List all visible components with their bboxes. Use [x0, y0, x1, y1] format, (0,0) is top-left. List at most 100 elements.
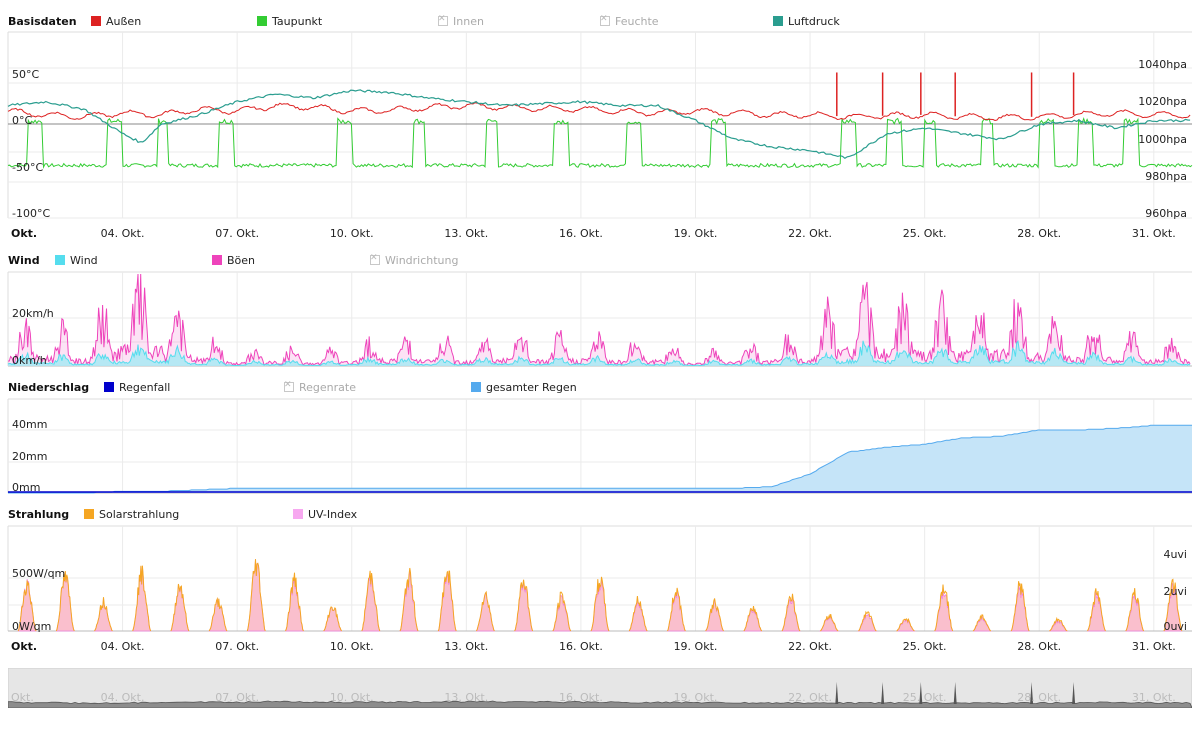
x-tick-label: 16. Okt. [559, 640, 603, 653]
series-gesamter-regen-area [8, 425, 1192, 493]
uv-index-day-area [170, 584, 190, 632]
legend-niederschlag: Niederschlag Regenfall Regenrate gesamte… [8, 379, 1192, 395]
solarstrahlung-day-line [896, 617, 915, 632]
x-tick-label: 22. Okt. [788, 227, 832, 240]
navigator-tick-label: 10. Okt. [330, 691, 374, 704]
solarstrahlung-day-line [285, 572, 304, 632]
series-wind-line [7, 340, 1191, 367]
solarstrahlung-day-line [514, 579, 534, 632]
legend-item-aussen[interactable]: Außen [91, 15, 141, 28]
basis-left-tick-0: 0°C [12, 114, 32, 127]
solarstrahlung-day-line [246, 559, 266, 632]
series-gesamter-regen-line [8, 424, 1192, 494]
solarstrahlung-day-line [1010, 581, 1030, 632]
navigator-tick-label: 04. Okt. [101, 691, 145, 704]
navigator-tick-label: 28. Okt. [1017, 691, 1061, 704]
basis-left-tick-minus50: -50°C [12, 161, 43, 174]
rain-left-tick-0: 0mm [12, 481, 40, 494]
legend-item-taupunkt[interactable]: Taupunkt [257, 15, 322, 28]
solarstrahlung-day-line [590, 576, 610, 632]
swatch-regenrate [284, 380, 294, 392]
uv-index-day-area [934, 588, 954, 632]
x-tick-labels: 04. Okt. 07. Okt. 10. Okt. 13. Okt. 16. Okt.… [101, 227, 1176, 653]
solarstrahlung-day-line [361, 570, 381, 632]
swatch-innen [438, 14, 448, 26]
legend-item-regenfall[interactable]: Regenfall [104, 381, 170, 394]
navigator-spike [953, 682, 957, 704]
series-wind-area [8, 340, 1191, 366]
basis-left-tick-50: 50°C [12, 68, 39, 81]
legend-label: gesamter Regen [486, 380, 577, 394]
x-first-label-top: Okt. [11, 227, 37, 240]
series-taupunkt-line [7, 117, 1193, 170]
swatch-aussen [91, 16, 101, 26]
x-tick-label: 19. Okt. [674, 227, 718, 240]
legend-item-regenrate[interactable]: Regenrate [284, 380, 356, 394]
legend-label: UV-Index [308, 507, 358, 521]
sun-right-tick-2: 2uvi [1163, 585, 1187, 598]
legend-label: Luftdruck [788, 14, 840, 28]
uv-index-day-area [284, 575, 305, 632]
basis-right-tick-980: 980hpa [1145, 170, 1187, 183]
solarstrahlung-day-line [55, 570, 75, 632]
x-tick-label: 31. Okt. [1132, 227, 1176, 240]
solarstrahlung-day-line [94, 597, 113, 632]
sun-right-tick-0: 0uvi [1163, 620, 1187, 633]
swatch-feuchte [600, 14, 610, 26]
navigator-spike [881, 682, 885, 704]
navigator-tick-label: 31. Okt. [1132, 691, 1176, 704]
legend-item-windrichtung[interactable]: Windrichtung [370, 253, 458, 267]
solarstrahlung-day-line [743, 606, 763, 632]
solarstrahlung-day-line [323, 606, 343, 632]
uv-index-day-area [1086, 592, 1107, 632]
sun-left-tick-0: 0W/qm [12, 620, 51, 633]
solarstrahlung-day-line [705, 598, 725, 632]
x-tick-label: 10. Okt. [330, 640, 374, 653]
solarstrahlung-day-line [1125, 588, 1145, 632]
uv-index-day-area [590, 580, 610, 632]
chart-marks [7, 72, 1193, 632]
legend-item-gesamter-regen[interactable]: gesamter Regen [471, 381, 577, 394]
legend-item-boeen[interactable]: Böen [212, 254, 255, 267]
legend-item-uv-index[interactable]: UV-Index [293, 508, 357, 521]
legend-label: Außen [106, 14, 142, 28]
legend-label: Feuchte [615, 14, 659, 28]
navigator-background [8, 668, 1192, 708]
uv-index-day-area [437, 573, 457, 632]
legend-item-wind[interactable]: Wind [55, 254, 98, 267]
navigator-first-label: Okt. [11, 691, 34, 704]
navigator-labels: Okt. 04. Okt. 07. Okt. 10. Okt. 13. Okt. 16. … [11, 691, 1176, 704]
legend-item-innen[interactable]: Innen [438, 14, 484, 28]
navigator-tick-label: 07. Okt. [215, 691, 259, 704]
series-aussen-line [7, 102, 1191, 122]
uv-index-day-area [1049, 619, 1069, 632]
solarstrahlung-day-line [132, 565, 152, 632]
x-tick-label: 13. Okt. [444, 640, 488, 653]
legend-item-solarstrahlung[interactable]: Solarstrahlung [84, 508, 179, 521]
legend-item-feuchte[interactable]: Feuchte [600, 14, 659, 28]
uv-index-day-area [475, 591, 496, 632]
solarstrahlung-day-line [437, 570, 457, 632]
legend-item-luftdruck[interactable]: Luftdruck [773, 15, 840, 28]
legend-label: Taupunkt [272, 14, 323, 28]
uv-index-day-area [972, 616, 993, 632]
solarstrahlung-day-line [934, 584, 954, 632]
navigator-overview[interactable]: Okt. 04. Okt. 07. Okt. 10. Okt. 13. Okt. 16. … [8, 668, 1192, 708]
legend-label: Regenfall [119, 380, 171, 394]
panel-title-strahlung: Strahlung [8, 507, 70, 521]
panel-title-basisdaten: Basisdaten [8, 14, 77, 28]
uv-index-day-area [781, 596, 801, 632]
solarstrahlung-day-line [17, 580, 37, 632]
solarstrahlung-day-line [170, 583, 190, 632]
navigator-spike [1030, 682, 1034, 704]
swatch-luftdruck [773, 16, 783, 26]
legend-label: Wind [70, 253, 98, 267]
x-tick-label: 28. Okt. [1017, 640, 1061, 653]
uv-index-day-area [896, 619, 917, 632]
navigator-tick-label: 25. Okt. [903, 691, 947, 704]
x-tick-label: 07. Okt. [215, 227, 259, 240]
rain-left-tick-20: 20mm [12, 450, 47, 463]
navigator-tick-label: 19. Okt. [674, 691, 718, 704]
solarstrahlung-day-line [666, 587, 686, 632]
